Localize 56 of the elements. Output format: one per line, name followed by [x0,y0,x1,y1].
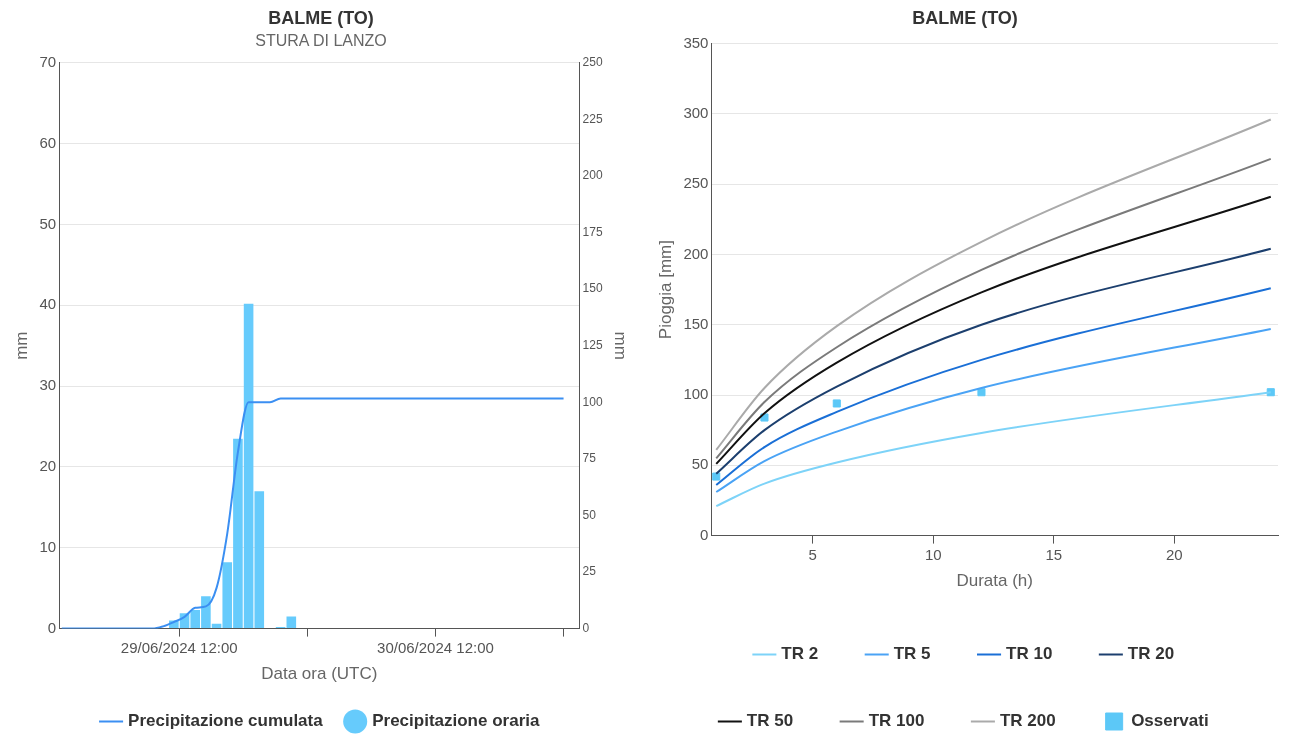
legend-label: TR 10 [1006,644,1053,664]
y-tick-label: 350 [683,33,709,51]
legend-label: TR 5 [893,644,931,664]
legend-label: TR 100 [868,711,925,731]
y-tick-label: 50 [39,214,57,232]
legend-label: TR 20 [1127,644,1175,664]
legend-label: Precipitazione cumulata [128,711,324,731]
legend-label: TR 2 [781,644,819,664]
x-tick-label: 5 [808,545,817,563]
y-tick-label: 0 [700,525,709,543]
y-tick-label: 200 [683,244,709,262]
point [832,399,841,408]
x-tick-label: 10 [924,545,942,563]
bar [286,616,297,629]
y-tick-label: 150 [683,314,709,332]
y2-tick-label: 100 [582,394,603,409]
y-tick-label: 30 [39,376,57,394]
y2-tick-label: 125 [582,338,603,353]
y-tick-label: 50 [691,455,709,473]
legend-label: TR 200 [999,711,1056,731]
point [712,472,721,481]
y-tick-label: 70 [39,52,57,70]
y2-tick-label: 175 [582,224,603,239]
y2-tick-label: 250 [582,55,603,70]
x-tick-label: 30/06/2024 12:00 [377,638,494,656]
chart-subtitle: STURA DI LANZO [255,31,387,49]
y2-tick-label: 150 [582,281,603,296]
y2-tick-label: 225 [582,111,603,126]
y2-tick-label: 200 [582,168,603,183]
y-tick-label: 40 [39,295,57,313]
x-tick-label: 29/06/2024 12:00 [120,638,238,656]
y-axis-title: Pioggia [mm] [655,240,675,340]
y2-tick-label: 25 [582,564,597,579]
x-axis-title: Durata (h) [956,571,1033,591]
y2-tick-label: 0 [582,620,590,635]
y2-tick-label: 50 [582,507,597,522]
legend-label: TR 50 [746,711,794,731]
legend-label: Precipitazione oraria [372,711,540,731]
line-series [715,287,1272,486]
y-tick-label: 60 [39,133,57,151]
y-tick-label: 250 [683,174,709,192]
y2-axis-title: mm [611,331,631,360]
y-axis-title: mm [11,331,31,360]
y-tick-label: 20 [39,457,57,475]
x-tick-label: 20 [1165,545,1183,563]
x-axis-title: Data ora (UTC) [261,664,378,684]
chart-title: BALME (TO) [912,7,1018,28]
y-tick-label: 300 [683,104,709,122]
line-series [715,327,1272,494]
x-tick-label: 15 [1045,545,1063,563]
chart-title: BALME (TO) [268,7,374,28]
y-tick-label: 100 [683,385,709,403]
legend-label: Osservati [1131,711,1209,731]
point [977,388,986,397]
y-tick-label: 0 [47,618,57,636]
y2-tick-label: 75 [582,451,597,466]
